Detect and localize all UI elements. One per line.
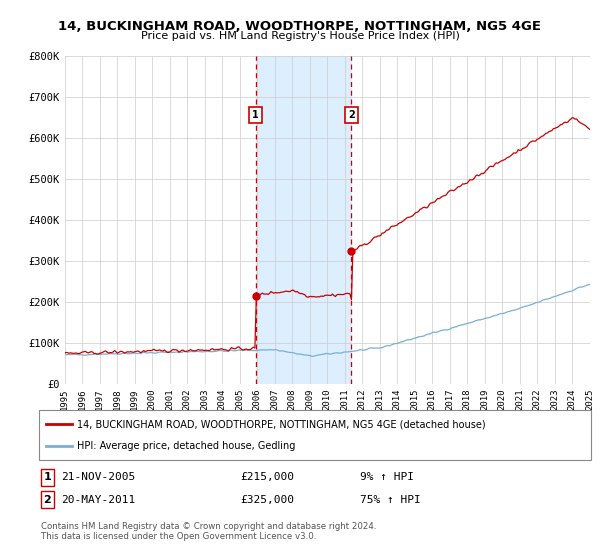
Text: 1: 1 [44, 472, 51, 482]
Text: Price paid vs. HM Land Registry's House Price Index (HPI): Price paid vs. HM Land Registry's House … [140, 31, 460, 41]
Bar [256, 56, 352, 384]
Text: 9% ↑ HPI: 9% ↑ HPI [360, 472, 414, 482]
Text: 14, BUCKINGHAM ROAD, WOODTHORPE, NOTTINGHAM, NG5 4GE (detached house): 14, BUCKINGHAM ROAD, WOODTHORPE, NOTTING… [77, 419, 485, 429]
Text: 2: 2 [348, 110, 355, 120]
Text: 21-NOV-2005: 21-NOV-2005 [61, 472, 136, 482]
Text: £215,000: £215,000 [240, 472, 294, 482]
Text: 14, BUCKINGHAM ROAD, WOODTHORPE, NOTTINGHAM, NG5 4GE: 14, BUCKINGHAM ROAD, WOODTHORPE, NOTTING… [59, 20, 542, 32]
Text: Contains HM Land Registry data © Crown copyright and database right 2024.
This d: Contains HM Land Registry data © Crown c… [41, 522, 376, 542]
Text: £325,000: £325,000 [240, 494, 294, 505]
Text: 1: 1 [252, 110, 259, 120]
Text: 75% ↑ HPI: 75% ↑ HPI [360, 494, 421, 505]
Text: HPI: Average price, detached house, Gedling: HPI: Average price, detached house, Gedl… [77, 441, 295, 451]
Text: 20-MAY-2011: 20-MAY-2011 [61, 494, 136, 505]
Text: 2: 2 [44, 494, 51, 505]
